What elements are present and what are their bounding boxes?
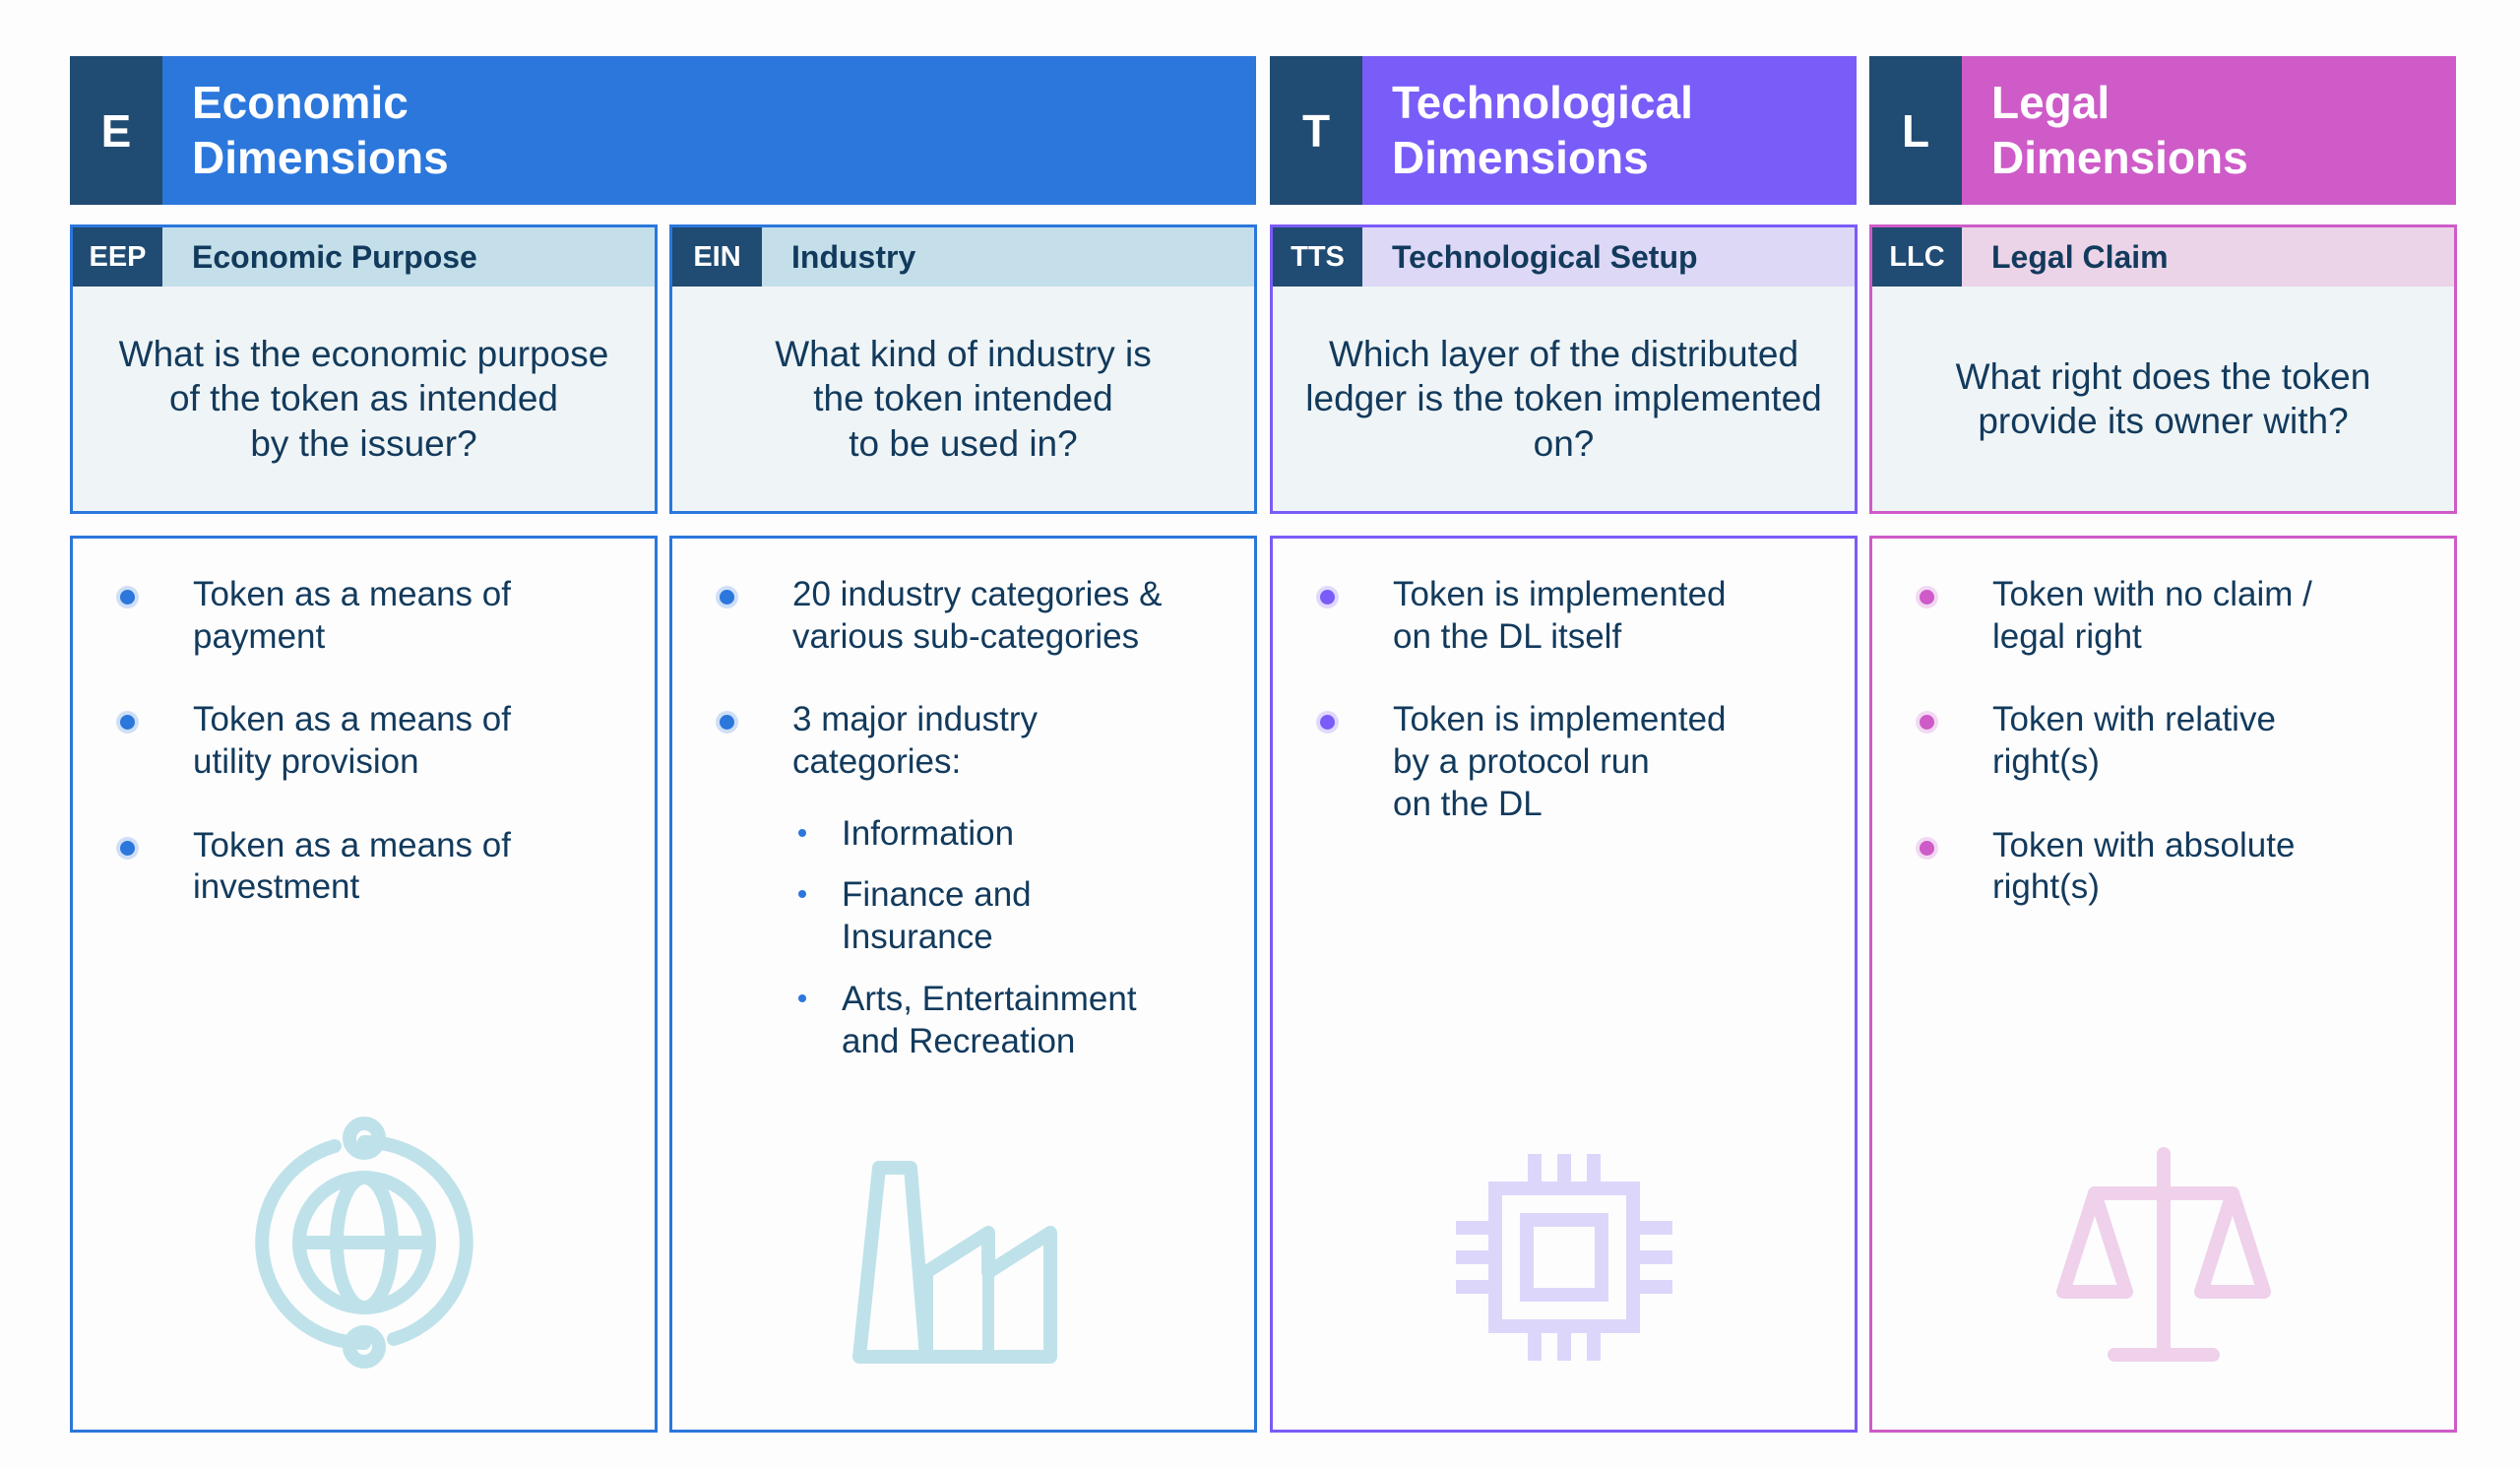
sub-option-text: Finance and Insurance xyxy=(842,875,1032,957)
sub-option-text: Information xyxy=(842,813,1015,853)
list-item: Token as a means of utility provision xyxy=(73,699,655,783)
category-question: What right does the token provide its ow… xyxy=(1955,355,2371,441)
list-item: Token with no claim / legal right xyxy=(1872,574,2454,658)
economic-dimension-header: E Economic Dimensions xyxy=(70,56,1256,205)
dimension-letter: E xyxy=(70,56,162,205)
category-label: Technological Setup xyxy=(1362,227,1855,287)
bullet-icon xyxy=(1320,715,1335,731)
option-list: Token is implemented on the DL itself To… xyxy=(1273,574,1855,866)
option-text: Token as a means of utility provision xyxy=(193,700,511,782)
legal-claim-question-box: LLC Legal Claim What right does the toke… xyxy=(1869,224,2457,514)
category-question: Which layer of the distributed ledger is… xyxy=(1305,334,1822,464)
legal-claim-options-box: Token with no claim / legal right Token … xyxy=(1869,536,2457,1433)
dimension-letter: T xyxy=(1270,56,1362,205)
category-code: EIN xyxy=(672,227,762,287)
option-text: Token with relative right(s) xyxy=(1992,700,2276,782)
bullet-icon xyxy=(120,840,135,856)
category-label: Economic Purpose xyxy=(162,227,655,287)
option-list: Token with no claim / legal right Token … xyxy=(1872,574,2454,950)
list-item: Token is implemented on the DL itself xyxy=(1273,574,1855,658)
category-code: EEP xyxy=(73,227,162,287)
option-text: Token with absolute right(s) xyxy=(1992,825,2296,907)
globe-icon xyxy=(254,1117,473,1369)
option-text: Token with no claim / legal right xyxy=(1992,575,2312,656)
bullet-icon xyxy=(720,715,734,731)
category-code: LLC xyxy=(1872,227,1962,287)
sub-list-item: Information xyxy=(792,813,1234,856)
list-item: Token with absolute right(s) xyxy=(1872,825,2454,909)
economic-purpose-options-box: Token as a means of payment Token as a m… xyxy=(70,536,658,1433)
option-list: Token as a means of payment Token as a m… xyxy=(73,574,655,950)
bullet-icon xyxy=(1920,590,1934,605)
bullet-icon xyxy=(120,715,135,731)
dimension-letter: L xyxy=(1869,56,1962,205)
factory-icon xyxy=(851,1161,1057,1364)
option-list: 20 industry categories & various sub-cat… xyxy=(672,574,1254,1104)
industry-question-box: EIN Industry What kind of industry is th… xyxy=(669,224,1257,514)
legal-dimension-header: L Legal Dimensions xyxy=(1869,56,2456,205)
bullet-icon xyxy=(1920,715,1934,731)
dimension-title: Economic Dimensions xyxy=(162,56,1256,205)
category-bar: TTS Technological Setup xyxy=(1273,227,1855,287)
sub-list-item: Arts, Entertainment and Recreation xyxy=(792,979,1234,1062)
category-code: TTS xyxy=(1273,227,1362,287)
bullet-icon xyxy=(120,590,135,605)
list-item: Token as a means of investment xyxy=(73,825,655,909)
option-text: Token as a means of payment xyxy=(193,575,511,656)
bullet-icon xyxy=(720,590,734,605)
sub-option-text: Arts, Entertainment and Recreation xyxy=(842,979,1137,1060)
category-label: Legal Claim xyxy=(1962,227,2454,287)
sub-option-list: Information Finance and Insurance Arts, … xyxy=(792,813,1234,1062)
list-item: 20 industry categories & various sub-cat… xyxy=(672,574,1254,658)
category-label: Industry xyxy=(762,227,1254,287)
sub-bullet-icon xyxy=(798,828,806,837)
category-bar: EEP Economic Purpose xyxy=(73,227,655,287)
dimension-title: Technological Dimensions xyxy=(1362,56,1857,205)
list-item: Token is implemented by a protocol run o… xyxy=(1273,699,1855,825)
category-bar: LLC Legal Claim xyxy=(1872,227,2454,287)
option-text: 20 industry categories & various sub-cat… xyxy=(792,575,1163,656)
option-text: 3 major industry categories: xyxy=(792,700,1038,782)
option-text: Token as a means of investment xyxy=(193,825,511,907)
category-question: What is the economic purpose of the toke… xyxy=(118,334,609,464)
technological-setup-options-box: Token is implemented on the DL itself To… xyxy=(1270,536,1858,1433)
list-item: Token as a means of payment xyxy=(73,574,655,658)
bullet-icon xyxy=(1920,840,1934,856)
sub-bullet-icon xyxy=(798,993,806,1002)
technological-setup-question-box: TTS Technological Setup Which layer of t… xyxy=(1270,224,1858,514)
option-text: Token is implemented on the DL itself xyxy=(1393,575,1727,656)
chip-icon xyxy=(1455,1154,1672,1361)
economic-purpose-question-box: EEP Economic Purpose What is the economi… xyxy=(70,224,658,514)
list-item: 3 major industry categories: Information… xyxy=(672,699,1254,1062)
industry-options-box: 20 industry categories & various sub-cat… xyxy=(669,536,1257,1433)
technological-dimension-header: T Technological Dimensions xyxy=(1270,56,1857,205)
category-question: What kind of industry is the token inten… xyxy=(775,334,1152,464)
list-item: Token with relative right(s) xyxy=(1872,699,2454,783)
sub-bullet-icon xyxy=(798,890,806,899)
option-text: Token is implemented by a protocol run o… xyxy=(1393,700,1727,823)
dimension-title: Legal Dimensions xyxy=(1962,56,2456,205)
category-bar: EIN Industry xyxy=(672,227,1254,287)
bullet-icon xyxy=(1320,590,1335,605)
scales-icon xyxy=(2055,1147,2271,1362)
sub-list-item: Finance and Insurance xyxy=(792,874,1234,958)
